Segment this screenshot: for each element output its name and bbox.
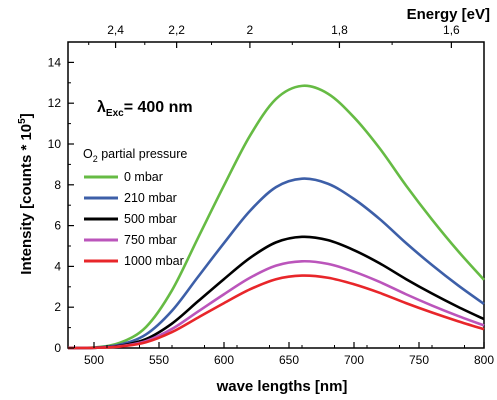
y-tick-label: 12	[48, 96, 62, 110]
legend-label: 210 mbar	[124, 191, 177, 205]
top-tick-label: 1,8	[331, 23, 348, 37]
legend-label: 500 mbar	[124, 212, 177, 226]
y-axis-title-exponent: 5	[17, 118, 28, 124]
x-tick-label: 600	[214, 353, 234, 367]
excitation-subscript: Exc	[106, 108, 124, 119]
top-tick-label: 2	[247, 23, 254, 37]
x-tick-label: 800	[474, 353, 494, 367]
y-tick-label: 0	[54, 341, 61, 355]
excitation-lambda: λ	[97, 99, 106, 116]
legend-label: 1000 mbar	[124, 254, 184, 268]
series-line	[67, 177, 485, 350]
top-axis: 2,4 2,2 2 1,8 1,6	[88, 23, 460, 48]
series-line	[67, 274, 485, 350]
plot-frame	[67, 41, 485, 349]
y-tick-label: 8	[54, 178, 61, 192]
series-layer	[67, 84, 485, 350]
legend-label: 750 mbar	[124, 233, 177, 247]
legend-title-sub: 2	[93, 154, 98, 164]
legend-title-rest: partial pressure	[98, 147, 188, 161]
legend: 0 mbar 210 mbar 500 mbar 750 mbar 1000 mbar	[84, 170, 184, 268]
plot-area-border	[67, 41, 485, 349]
series-line	[67, 259, 485, 350]
top-axis-title: Energy [eV]	[407, 6, 490, 23]
bottom-axis: 500 550 600 650 700 750 800	[74, 342, 494, 367]
x-tick-label: 700	[344, 353, 364, 367]
y-tick-label: 4	[54, 259, 61, 273]
y-tick-label: 6	[54, 219, 61, 233]
y-tick-label: 10	[48, 137, 62, 151]
left-axis: 0 2 4 6 8 10 12 14	[48, 55, 74, 355]
legend-title-o: O	[83, 147, 93, 161]
legend-label: 0 mbar	[124, 170, 163, 184]
x-tick-label: 500	[84, 353, 104, 367]
x-tick-label: 650	[279, 353, 299, 367]
x-tick-label: 550	[149, 353, 169, 367]
top-tick-label: 1,6	[443, 23, 460, 37]
excitation-annotation: λExc= 400 nm	[97, 99, 193, 119]
y-tick-label: 14	[48, 55, 62, 69]
top-tick-label: 2,4	[107, 23, 124, 37]
y-axis-title-main: Intensity [counts * 10	[18, 124, 35, 275]
y-tick-label: 2	[54, 300, 61, 314]
series-line	[67, 84, 485, 350]
x-tick-label: 750	[409, 353, 429, 367]
y-axis-title: Intensity [counts * 105]	[17, 113, 35, 274]
legend-title: O2 partial pressure	[83, 147, 187, 164]
excitation-value: = 400 nm	[124, 99, 193, 116]
x-axis-title: wave lengths [nm]	[216, 378, 348, 395]
top-tick-label: 2,2	[168, 23, 185, 37]
y-axis-title-close: ]	[18, 113, 35, 118]
